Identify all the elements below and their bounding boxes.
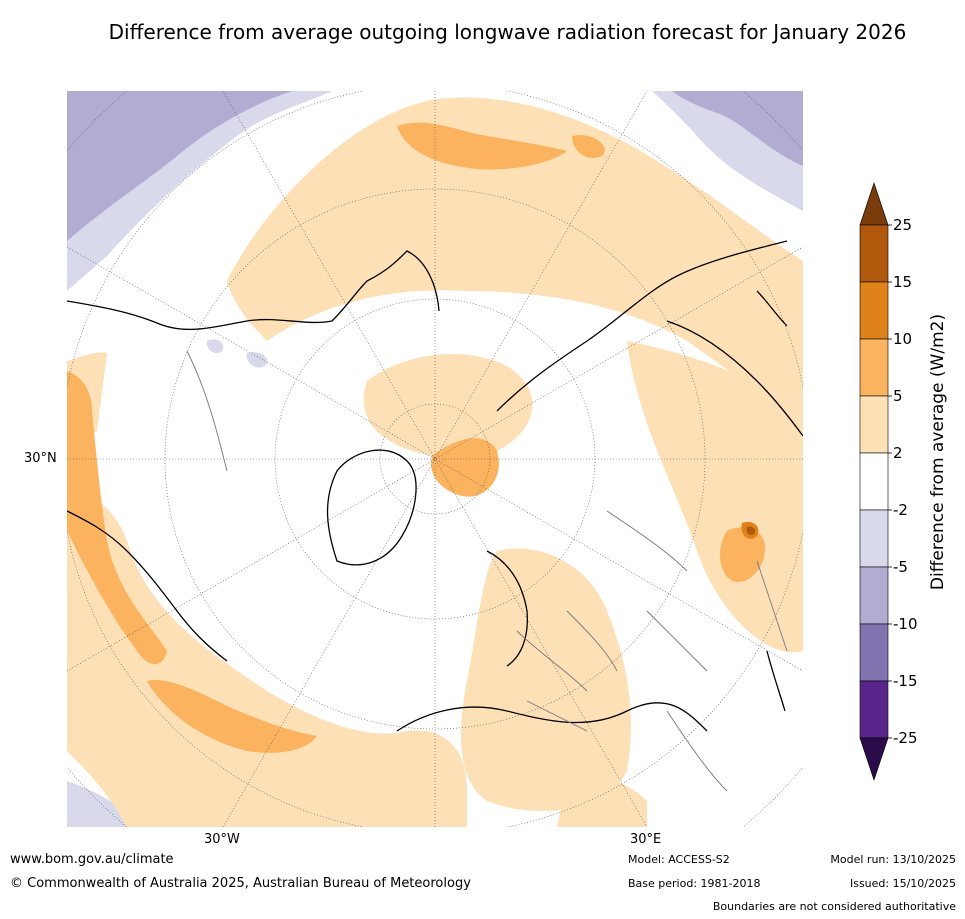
colorbar-tick-label: -15 [893, 672, 918, 690]
coastline-japan [766, 650, 786, 712]
colorbar-band [859, 338, 889, 397]
colorbar-band [859, 623, 889, 682]
anomaly-region-pos5-atlantic-1 [67, 371, 167, 665]
footer-issued: Issued: 15/10/2025 [849, 877, 956, 890]
coastline-asia-east [666, 320, 803, 437]
country-borders [186, 350, 788, 792]
anomaly-region-pos-arc [227, 97, 803, 422]
colorbar-band [859, 680, 889, 739]
coastlines [67, 240, 803, 732]
footer-model-run: Model run: 13/10/2025 [830, 853, 956, 866]
anomaly-region-pos5-atlantic-2 [147, 680, 317, 753]
footer-model: Model: ACCESS-S2 [628, 853, 730, 866]
coastline-greenland [326, 449, 417, 566]
colorbar-tick-label: -25 [893, 729, 918, 747]
anomaly-region-pos5-north [397, 122, 567, 170]
colorbar-label: Difference from average (W/m2) [928, 314, 948, 590]
chart-title: Difference from average outgoing longwav… [108, 20, 907, 44]
footer-disclaimer: Boundaries are not considered authoritat… [712, 900, 956, 913]
anomaly-region-neg-nw [67, 91, 292, 241]
colorbar-tick-label: 15 [893, 273, 912, 291]
polar-map [67, 91, 803, 827]
colorbar-tick-label: 10 [893, 330, 912, 348]
coastline-north-america [67, 250, 440, 331]
anomaly-region-neg-ne [672, 91, 803, 166]
anomaly-region-pos15-asia [746, 526, 756, 536]
colorbar-extend-min [859, 737, 889, 781]
footer-website: www.bom.gov.au/climate [10, 852, 174, 867]
lon-label-30w: 30°W [204, 832, 240, 847]
colorbar-tick-label: -5 [893, 558, 908, 576]
coastline-kamchatka [756, 290, 788, 327]
colorbar-band [859, 395, 889, 454]
colorbar: 25 15 10 5 2 -2 -5 -10 -15 -25 Difference from av… [859, 182, 948, 781]
anomaly-region-pos5-arctic [431, 438, 499, 497]
colorbar-band [859, 509, 889, 568]
lon-label-30e: 30°E [630, 832, 662, 847]
graticule [67, 91, 803, 827]
colorbar-extend-max [859, 182, 889, 226]
colorbar-band [859, 281, 889, 340]
coastline-asia-arctic [496, 240, 788, 412]
lat-label-30n: 30°N [24, 451, 57, 466]
anomaly-region-neg-small-1 [206, 339, 224, 354]
colorbar-band [859, 452, 889, 511]
footer-base-period: Base period: 1981-2018 [628, 877, 761, 890]
anomaly-region-pos-east [627, 341, 803, 653]
coastline-scandinavia [486, 550, 528, 667]
anomaly-region-pos5-ne [572, 135, 605, 159]
coastline-europe-south [396, 702, 708, 732]
anomaly-region-pos-south [557, 777, 647, 827]
anomaly-region-neg-small-2 [246, 352, 268, 368]
colorbar-tick-label: 2 [893, 444, 903, 462]
colorbar-band [859, 566, 889, 625]
footer-copyright: © Commonwealth of Australia 2025, Austra… [10, 876, 471, 891]
anomaly-region-pos-europe [461, 548, 631, 811]
colorbar-tick-label: 5 [893, 387, 903, 405]
colorbar-tick-label: -10 [893, 615, 918, 633]
colorbar-tick-label: -2 [893, 501, 908, 519]
coastline-alaska-west [67, 510, 228, 662]
colorbar-tick-label: 25 [893, 216, 912, 234]
colorbar-band [859, 224, 889, 283]
anomaly-region-pos-atlantic [67, 490, 467, 827]
anomaly-region-pos-arctic [363, 354, 533, 458]
anomaly-region-pos5-asia [720, 527, 766, 582]
